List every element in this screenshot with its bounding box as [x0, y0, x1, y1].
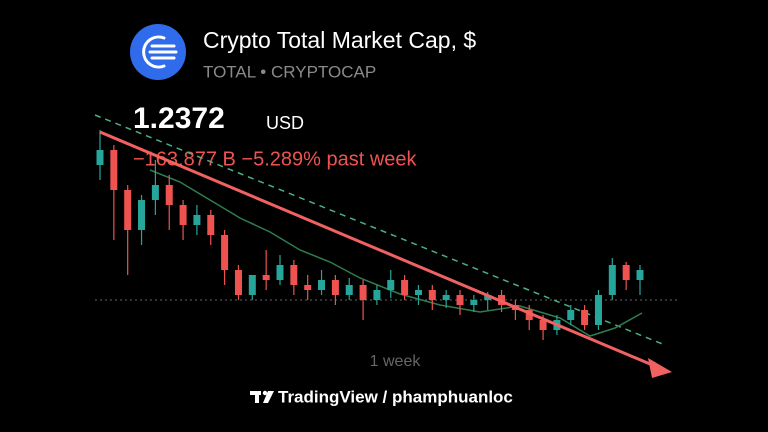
candle-body [373, 290, 381, 300]
subtitle: TOTAL • CRYPTOCAP [203, 62, 376, 81]
candle-body [539, 320, 547, 330]
candle-body [608, 265, 616, 295]
candle-body [110, 150, 118, 190]
change: −163.877 B −5.289% past week [133, 148, 418, 170]
candle-body [248, 275, 256, 295]
candle-body [262, 275, 270, 280]
candle-body [622, 265, 630, 280]
currency: USD [266, 113, 304, 133]
candle-body [636, 270, 644, 280]
candle-body [276, 265, 284, 280]
candle-body [525, 310, 533, 320]
candle-body [96, 150, 104, 165]
price: 1.2372 [133, 102, 225, 135]
tradingview-logo [250, 390, 274, 403]
title: Crypto Total Market Cap, $ [203, 27, 476, 53]
candle-body [304, 285, 312, 290]
candle-body [234, 270, 242, 295]
candle-body [428, 290, 436, 300]
candle-body [567, 310, 575, 320]
candle-body [401, 280, 409, 295]
candle-body [221, 235, 229, 270]
trend-arrow [648, 358, 672, 378]
candle-body [318, 280, 326, 290]
candle-body [484, 295, 492, 300]
footer: TradingView / phamphuanloc [278, 387, 513, 406]
candle-body [470, 300, 478, 305]
candle-body [345, 285, 353, 295]
candle-body [151, 185, 159, 200]
candle-body [138, 200, 146, 230]
candle-body [414, 290, 422, 295]
channel-line [94, 114, 666, 346]
candle-body [594, 295, 602, 325]
candle-body [290, 265, 298, 285]
trend-line [99, 130, 651, 366]
candle-body [581, 310, 589, 325]
candle-body [456, 295, 464, 305]
candle-body [442, 295, 450, 300]
moving-average [149, 169, 643, 337]
candle-body [124, 190, 132, 230]
candles [96, 130, 644, 340]
candle-body [193, 215, 201, 225]
candle-body [207, 215, 215, 235]
candle-body [165, 185, 173, 205]
candle-body [179, 205, 187, 225]
candle-body [331, 280, 339, 295]
logo-glyph [142, 35, 178, 69]
period-label: 1 week [370, 353, 422, 370]
candle-body [387, 280, 395, 290]
candle-body [359, 285, 367, 300]
